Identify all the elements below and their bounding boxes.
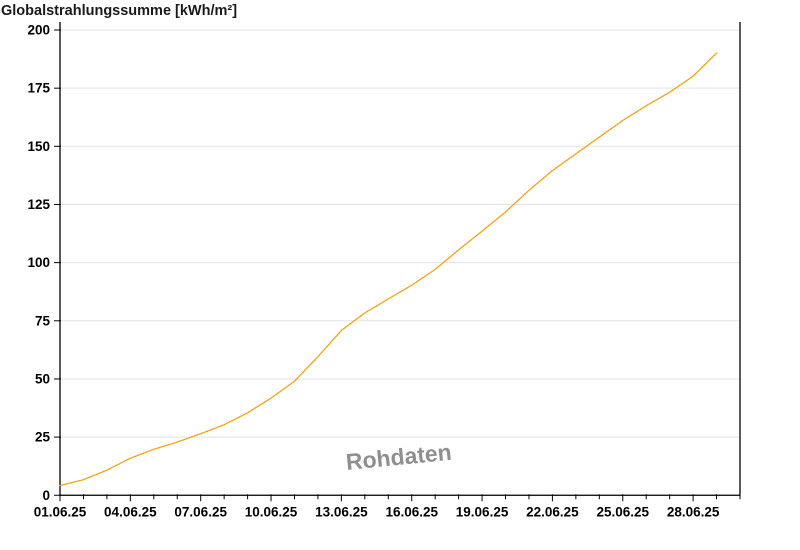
svg-text:16.06.25: 16.06.25 <box>385 504 438 519</box>
svg-text:19.06.25: 19.06.25 <box>456 504 509 519</box>
svg-text:25.06.25: 25.06.25 <box>596 504 649 519</box>
svg-text:13.06.25: 13.06.25 <box>315 504 368 519</box>
svg-text:200: 200 <box>27 23 50 38</box>
svg-text:07.06.25: 07.06.25 <box>174 504 227 519</box>
svg-text:10.06.25: 10.06.25 <box>245 504 298 519</box>
svg-text:150: 150 <box>27 139 50 154</box>
svg-text:25: 25 <box>35 430 51 445</box>
svg-text:50: 50 <box>35 371 50 386</box>
svg-text:100: 100 <box>27 255 50 270</box>
svg-text:04.06.25: 04.06.25 <box>104 504 157 519</box>
svg-text:22.06.25: 22.06.25 <box>526 504 579 519</box>
svg-text:125: 125 <box>27 197 50 212</box>
svg-text:01.06.25: 01.06.25 <box>34 504 87 519</box>
svg-text:75: 75 <box>35 313 51 328</box>
svg-text:175: 175 <box>27 81 50 96</box>
svg-text:28.06.25: 28.06.25 <box>667 504 720 519</box>
svg-text:0: 0 <box>42 488 50 503</box>
